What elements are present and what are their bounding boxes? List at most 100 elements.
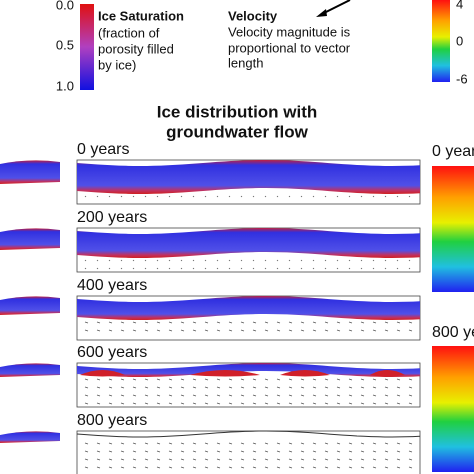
velocity-vector <box>300 442 305 445</box>
velocity-vector <box>156 450 161 453</box>
velocity-vector <box>240 466 245 469</box>
velocity-vector <box>228 195 231 198</box>
velocity-vector <box>108 458 113 461</box>
velocity-vector <box>276 378 281 381</box>
velocity-vector <box>408 329 413 332</box>
velocity-vector <box>204 402 209 405</box>
velocity-vector <box>204 466 209 469</box>
velocity-vector <box>240 458 245 461</box>
velocity-vector <box>336 402 341 405</box>
velocity-vector <box>408 195 411 198</box>
velocity-vector <box>312 442 317 445</box>
velocity-vector <box>276 267 279 270</box>
velocity-vector <box>228 267 231 270</box>
velocity-vector <box>216 450 221 453</box>
velocity-vector <box>132 466 137 469</box>
velocity-vector <box>324 450 329 453</box>
velocity-vector <box>192 378 197 381</box>
velocity-vector <box>180 267 183 270</box>
velocity-vector <box>408 394 413 397</box>
velocity-vector <box>252 195 255 198</box>
velocity-vector <box>348 442 353 445</box>
velocity-vector <box>108 195 111 198</box>
velocity-vector <box>384 458 389 461</box>
left-panel <box>0 363 60 377</box>
velocity-vector <box>396 450 401 453</box>
velocity-vector <box>324 386 329 389</box>
velocity-vector <box>228 402 233 405</box>
velocity-vector <box>360 402 365 405</box>
velocity-vector <box>168 267 171 270</box>
velocity-vector <box>132 267 135 270</box>
velocity-vector <box>156 442 161 445</box>
velocity-vector <box>360 195 363 198</box>
velocity-vector <box>324 394 329 397</box>
velocity-vector <box>96 321 101 324</box>
velocity-vector <box>372 195 375 198</box>
velocity-vector <box>312 386 317 389</box>
velocity-vector <box>324 466 329 469</box>
velocity-vector <box>384 378 389 381</box>
velocity-vector <box>204 394 209 397</box>
legend-title: Ice Saturation <box>98 8 184 23</box>
velocity-vector <box>276 259 279 262</box>
velocity-vector <box>360 329 365 332</box>
velocity-vector <box>216 458 221 461</box>
velocity-vector <box>192 450 197 453</box>
velocity-vector <box>84 450 89 453</box>
velocity-vector <box>96 195 99 198</box>
velocity-vector <box>204 378 209 381</box>
velocity-vector <box>288 378 293 381</box>
velocity-vector <box>336 458 341 461</box>
velocity-vector <box>384 402 389 405</box>
velocity-vector <box>144 329 149 332</box>
velocity-vector <box>132 458 137 461</box>
velocity-vector <box>132 195 135 198</box>
velocity-vector <box>132 450 137 453</box>
velocity-vector <box>348 386 353 389</box>
velocity-vector <box>228 394 233 397</box>
velocity-vector <box>144 195 147 198</box>
velocity-vector <box>312 450 317 453</box>
velocity-vector <box>336 466 341 469</box>
velocity-vector <box>300 458 305 461</box>
velocity-vector <box>312 195 315 198</box>
velocity-vector <box>228 378 233 381</box>
velocity-vector <box>240 195 243 198</box>
velocity-vector <box>252 329 257 332</box>
velocity-vector <box>360 259 363 262</box>
velocity-vector <box>180 458 185 461</box>
velocity-vector <box>288 321 293 324</box>
velocity-vector <box>312 394 317 397</box>
velocity-vector <box>252 442 257 445</box>
velocity-vector <box>384 267 387 270</box>
velocity-vector <box>228 259 231 262</box>
velocity-vector <box>360 458 365 461</box>
velocity-vector <box>180 321 185 324</box>
velocity-vector <box>192 402 197 405</box>
velocity-vector <box>216 466 221 469</box>
velocity-vector <box>96 267 99 270</box>
velocity-vector <box>192 321 197 324</box>
velocity-vector <box>192 195 195 198</box>
velocity-vector <box>312 466 317 469</box>
velocity-vector <box>408 267 411 270</box>
velocity-vector <box>384 442 389 445</box>
velocity-vector <box>96 394 101 397</box>
velocity-vector <box>84 458 89 461</box>
velocity-vector <box>168 259 171 262</box>
velocity-vector <box>288 394 293 397</box>
velocity-vector <box>348 259 351 262</box>
legend-title: Velocity <box>228 8 278 23</box>
velocity-vector <box>348 378 353 381</box>
velocity-vector <box>336 442 341 445</box>
velocity-vector <box>120 450 125 453</box>
velocity-vector <box>300 329 305 332</box>
velocity-vector <box>120 466 125 469</box>
velocity-vector <box>120 195 123 198</box>
velocity-vector <box>108 378 113 381</box>
velocity-vector <box>168 394 173 397</box>
velocity-vector <box>336 329 341 332</box>
velocity-vector <box>192 267 195 270</box>
